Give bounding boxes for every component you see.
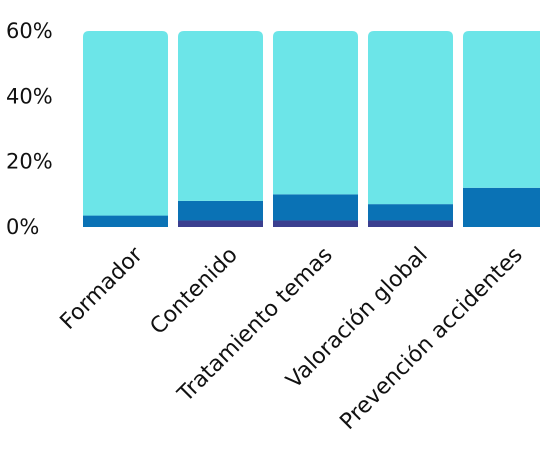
y-tick-label: 40% — [6, 84, 53, 108]
bar-stack — [273, 31, 358, 227]
bar-stack — [83, 31, 168, 227]
bar-segment — [273, 31, 358, 195]
x-category-label: Prevención accidentes — [335, 243, 527, 435]
bar-segment — [368, 204, 453, 221]
x-category-label: Tratamiento temas — [173, 243, 338, 408]
y-tick-label: 0% — [6, 215, 39, 239]
bar-segment — [178, 31, 263, 201]
bar-segment — [273, 194, 358, 221]
bar-segment — [368, 31, 453, 205]
bar-stack — [463, 31, 540, 227]
bar-segment — [83, 31, 168, 216]
bar-stack — [178, 31, 263, 227]
bar-segment — [368, 220, 453, 227]
bar-stack — [368, 31, 453, 227]
y-tick-label: 60% — [6, 19, 53, 43]
bar-segment — [463, 187, 540, 227]
x-category-label: Formador — [56, 242, 149, 335]
bar-segment — [273, 220, 358, 227]
bar-segment — [178, 220, 263, 227]
x-category-label: Contenido — [146, 243, 243, 340]
bar-segment — [178, 200, 263, 221]
y-tick-label: 20% — [6, 150, 53, 174]
bar-segment — [83, 215, 168, 227]
bar-segment — [463, 31, 540, 188]
